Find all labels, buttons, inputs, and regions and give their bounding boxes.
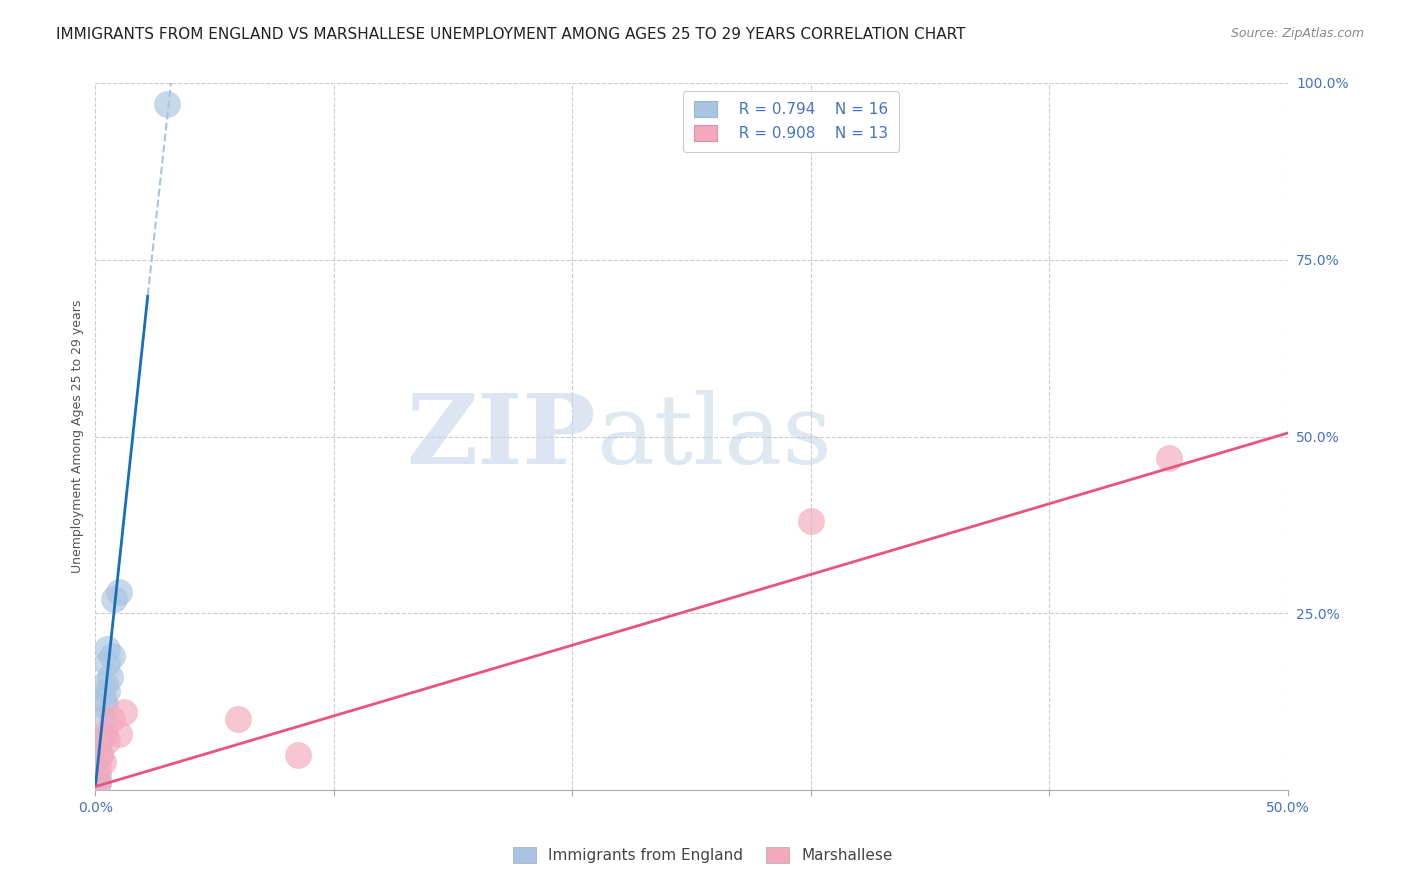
Point — [91, 691, 114, 706]
Text: ZIP: ZIP — [406, 390, 596, 483]
Point — [87, 776, 110, 790]
Point — [96, 656, 118, 670]
Point — [87, 776, 110, 790]
Text: IMMIGRANTS FROM ENGLAND VS MARSHALLESE UNEMPLOYMENT AMONG AGES 25 TO 29 YEARS CO: IMMIGRANTS FROM ENGLAND VS MARSHALLESE U… — [56, 27, 966, 42]
Point — [287, 747, 309, 762]
Point — [94, 726, 117, 740]
Text: Source: ZipAtlas.com: Source: ZipAtlas.com — [1230, 27, 1364, 40]
Point — [94, 698, 117, 713]
Legend:   R = 0.794    N = 16,   R = 0.908    N = 13: R = 0.794 N = 16, R = 0.908 N = 13 — [683, 91, 898, 152]
Point — [112, 706, 135, 720]
Point — [91, 713, 114, 727]
Point — [94, 677, 117, 691]
Point — [96, 641, 118, 656]
Point — [89, 733, 111, 747]
Point — [103, 592, 125, 607]
Point — [156, 97, 179, 112]
Point — [91, 755, 114, 769]
Y-axis label: Unemployment Among Ages 25 to 29 years: Unemployment Among Ages 25 to 29 years — [72, 300, 84, 574]
Point — [89, 747, 111, 762]
Point — [89, 747, 111, 762]
Point — [87, 762, 110, 776]
Text: atlas: atlas — [596, 390, 832, 483]
Point — [98, 670, 121, 684]
Point — [108, 726, 131, 740]
Point — [96, 684, 118, 698]
Point — [101, 648, 124, 663]
Point — [1157, 450, 1180, 465]
Point — [87, 769, 110, 783]
Point — [101, 713, 124, 727]
Legend: Immigrants from England, Marshallese: Immigrants from England, Marshallese — [506, 839, 900, 871]
Point — [108, 585, 131, 599]
Point — [96, 733, 118, 747]
Point — [800, 515, 823, 529]
Point — [228, 713, 250, 727]
